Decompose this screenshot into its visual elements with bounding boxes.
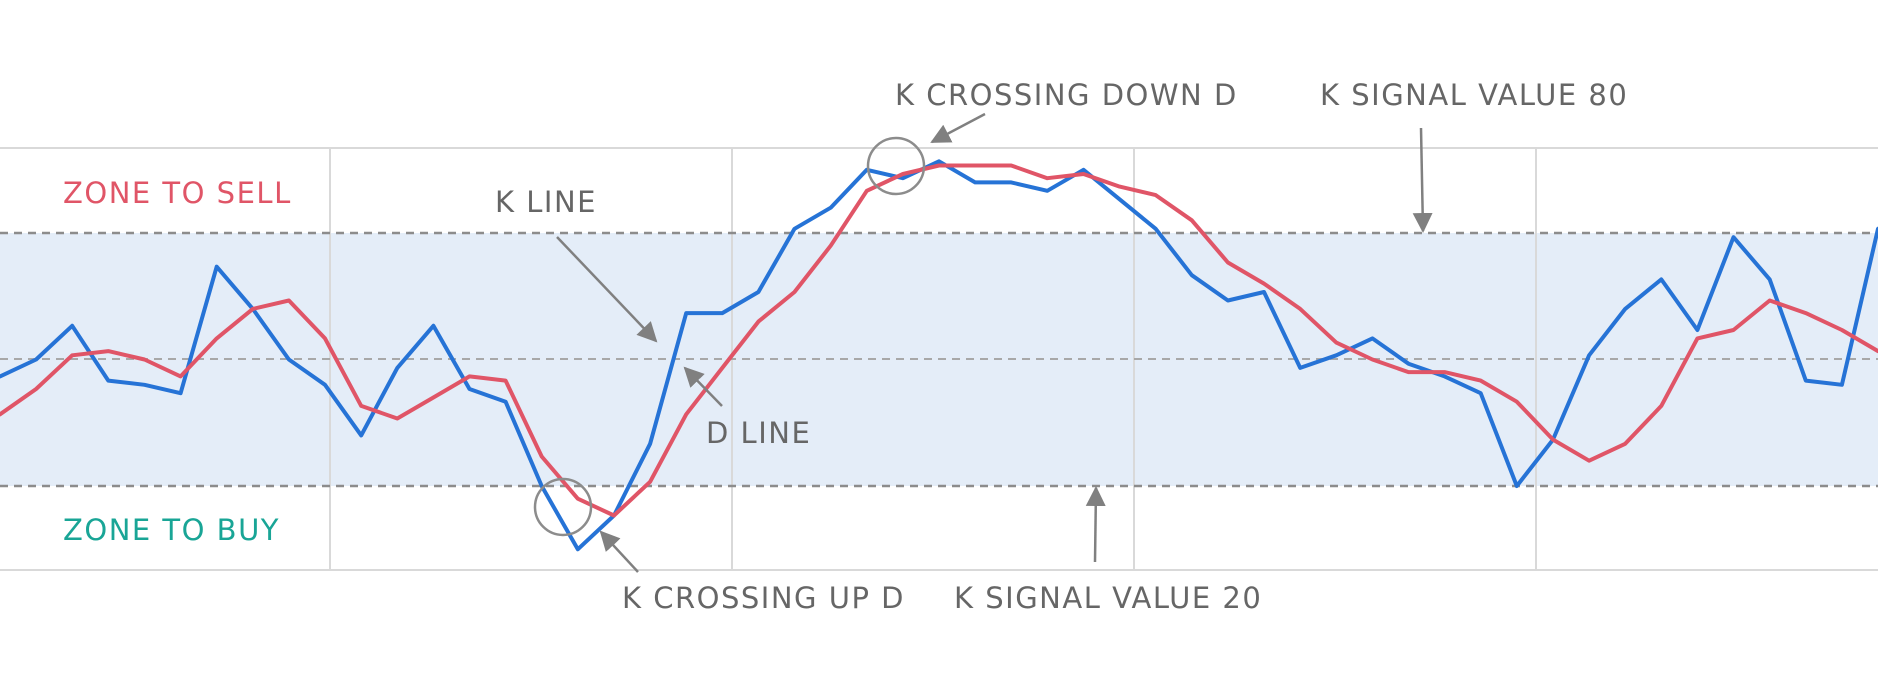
zone-to-sell-label: ZONE TO SELL <box>63 176 292 210</box>
d-line-series <box>0 163 1878 518</box>
k-line-label: K LINE <box>495 185 597 219</box>
d-line-label: D LINE <box>706 416 811 450</box>
k-line-arrow <box>556 236 658 343</box>
zone-to-buy-label: ZONE TO BUY <box>63 513 280 547</box>
k-line-series <box>0 159 1878 552</box>
k-cross-down-marker <box>866 136 926 196</box>
k-cross-up-marker <box>533 477 593 537</box>
series-layer <box>0 159 1878 552</box>
k-cross-up-arrow <box>599 530 639 573</box>
k-signal-80-label: K SIGNAL VALUE 80 <box>1320 78 1628 112</box>
k-cross-up-label: K CROSSING UP D <box>622 581 905 615</box>
k-cross-down-arrow <box>930 112 986 144</box>
k-signal-20-label: K SIGNAL VALUE 20 <box>954 581 1262 615</box>
k-cross-down-label: K CROSSING DOWN D <box>895 78 1238 112</box>
signal-20-arrow <box>1085 486 1106 563</box>
signal-80-arrow <box>1412 127 1433 233</box>
annotation-arrows <box>556 112 1433 573</box>
d-line-arrow <box>683 366 723 407</box>
